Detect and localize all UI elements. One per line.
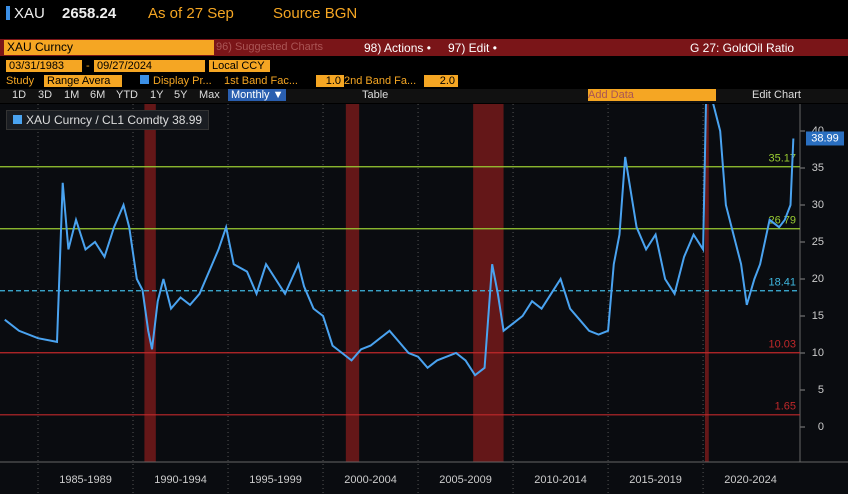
- y-tick-label: 15: [812, 310, 824, 322]
- x-tick-label: 1985-1989: [59, 474, 112, 486]
- y-tick-label: 0: [818, 421, 824, 433]
- edit-chart[interactable]: Edit Chart: [752, 89, 801, 101]
- x-tick-label: 2000-2004: [344, 474, 397, 486]
- level-label: 18.41: [768, 277, 796, 289]
- suggested[interactable]: 96) Suggested Charts: [216, 41, 324, 53]
- band1-label: 1st Band Fac...: [224, 75, 298, 87]
- shaded-period: [144, 104, 156, 462]
- add-data[interactable]: Add Data: [588, 89, 716, 101]
- legend: XAU Curncy / CL1 Comdty 38.99: [6, 110, 210, 130]
- marker: [6, 6, 10, 20]
- y-tick-label: 10: [812, 347, 824, 359]
- x-tick-label: 2015-2019: [629, 474, 682, 486]
- ticker: XAU: [14, 5, 45, 22]
- actions[interactable]: 98) Actions •: [364, 41, 431, 55]
- legend-value: 38.99: [172, 113, 203, 127]
- period[interactable]: 5Y: [174, 89, 188, 101]
- legend-swatch: [13, 115, 22, 124]
- start-date[interactable]: 03/31/1983: [6, 60, 82, 72]
- last-value-box: [806, 131, 844, 146]
- y-tick-label: 25: [812, 236, 824, 248]
- plot-bg: [0, 104, 848, 494]
- study[interactable]: Range Avera: [44, 75, 122, 87]
- currency[interactable]: Local CCY: [209, 60, 270, 72]
- band2[interactable]: 2.0: [424, 75, 458, 87]
- command-bar: XAU Curncy 96) Suggested Charts 98) Acti…: [0, 39, 848, 56]
- band2-label: 2nd Band Fa...: [344, 75, 417, 87]
- period[interactable]: 6M: [90, 89, 106, 101]
- period[interactable]: Max: [199, 89, 220, 101]
- shaded-period: [345, 104, 360, 462]
- period[interactable]: 3D: [38, 89, 53, 101]
- chart: 1985-1989 1990-1994 1995-1999 2000-2004 2005…: [0, 104, 848, 494]
- checkbox[interactable]: [140, 75, 149, 84]
- x-tick-label: 1995-1999: [249, 474, 302, 486]
- x-tick-label: 2020-2024: [724, 474, 777, 486]
- legend-name: XAU Curncy / CL1 Comdty: [26, 113, 169, 127]
- period[interactable]: 1D: [12, 89, 27, 101]
- level-label: 26.79: [768, 215, 796, 227]
- period[interactable]: 1Y: [150, 89, 164, 101]
- source: Source BGN: [273, 5, 358, 22]
- level-label: 1.65: [775, 401, 796, 413]
- study-label: Study: [6, 75, 35, 87]
- level-label: 10.03: [768, 339, 796, 351]
- top-bar: XAU 2658.24 As of 27 Sep Source BGN: [0, 0, 848, 28]
- shaded-period: [473, 104, 504, 462]
- as-of: As of 27 Sep: [148, 5, 234, 22]
- y-tick-label: 30: [812, 199, 824, 211]
- x-tick-label: 2005-2009: [439, 474, 492, 486]
- level-label: 35.17: [768, 153, 796, 165]
- period[interactable]: YTD: [116, 89, 138, 101]
- chart-name: G 27: GoldOil Ratio: [690, 41, 795, 55]
- period-row: Monthly ▼ Table Add Data Edit Chart 1D 3D…: [0, 89, 848, 103]
- y-tick-label: 5: [818, 384, 824, 396]
- y-tick-label: 20: [812, 273, 824, 285]
- x-tick-label: 1990-1994: [154, 474, 207, 486]
- x-tick-label: 2010-2014: [534, 474, 587, 486]
- display: Display Pr...: [153, 75, 212, 87]
- shaded-period: [704, 104, 709, 462]
- security-input[interactable]: XAU Curncy: [4, 40, 214, 55]
- y-tick-label: 35: [812, 162, 824, 174]
- edit[interactable]: 97) Edit •: [448, 41, 497, 55]
- end-date[interactable]: 09/27/2024: [94, 60, 205, 72]
- last-value: 38.99: [811, 132, 839, 144]
- series-line: [4, 104, 795, 377]
- band1[interactable]: 1.0: [316, 75, 344, 87]
- table[interactable]: Table: [362, 89, 389, 101]
- price: 2658.24: [62, 5, 117, 22]
- period[interactable]: 1M: [64, 89, 80, 101]
- frequency[interactable]: Monthly ▼: [228, 89, 287, 101]
